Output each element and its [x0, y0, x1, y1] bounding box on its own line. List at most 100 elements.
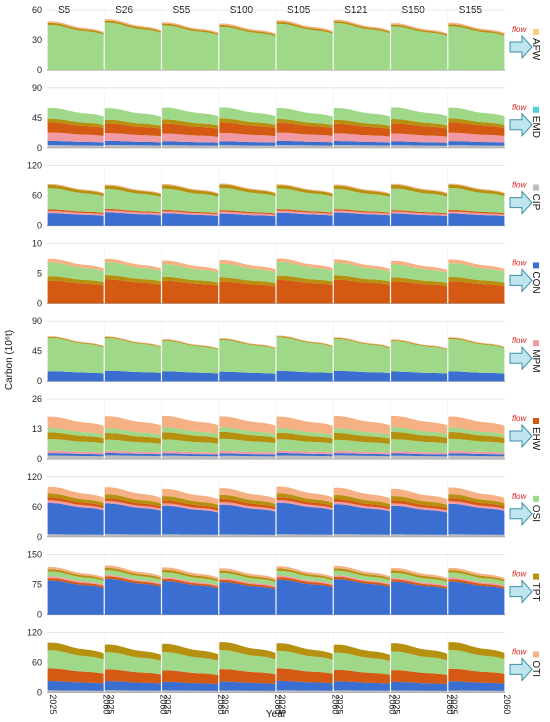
area-TPT-MPM-S150: [391, 577, 448, 588]
area-EMD-OSI-S26: [104, 108, 161, 126]
area-AFW-TPT-S55: [162, 23, 219, 36]
area-EMD-CIP-S100: [219, 145, 276, 148]
area-OSI-TPT-S55: [162, 496, 219, 509]
area-EHW-CON-S150: [391, 453, 448, 457]
area-EMD-CIP-S150: [391, 145, 448, 148]
area-MPM-OSI-S150: [391, 341, 448, 374]
area-TPT-OTI-S155: [448, 567, 505, 580]
area-MPM-TPT-S121: [333, 337, 390, 348]
area-TPT-EHW-S100: [219, 579, 276, 590]
area-TPT-MPM-S5: [47, 576, 104, 586]
area-EMD-EHW-S105: [276, 122, 333, 136]
area-EHW-MPM-S150: [391, 451, 448, 455]
flow-label: flow: [512, 336, 527, 345]
y-tick-label: 0: [37, 687, 42, 697]
area-OSI-TPT-S150: [391, 496, 448, 509]
sector-swatch-EMD: [533, 106, 539, 113]
area-CON-EHW-S105: [276, 280, 333, 304]
area-EMD-TPT-S100: [219, 118, 276, 128]
area-MPM-OSI-S155: [448, 338, 505, 374]
area-EHW-TPT-S26: [104, 433, 161, 444]
area-EMD-EHW-S155: [448, 122, 505, 136]
area-MPM-TPT-S26: [104, 337, 161, 348]
y-tick-label: 10: [32, 238, 42, 248]
area-CON-OSI-S155: [448, 263, 505, 283]
area-EHW-OSI-S26: [104, 439, 161, 453]
area-TPT-TPT-S55: [162, 569, 219, 582]
area-MPM-OTI-S105: [276, 335, 333, 346]
area-CON-EHW-S55: [162, 280, 219, 304]
area-EMD-CIP-S5: [47, 145, 104, 148]
area-CON-TPT-S100: [219, 277, 276, 287]
area-CIP-EHW-S26: [104, 208, 161, 214]
area-EHW-OTI-S105: [276, 416, 333, 435]
area-CIP-TPT-S121: [333, 185, 390, 197]
area-CIP-MPM-S26: [104, 210, 161, 216]
area-CON-OSI-S100: [219, 263, 276, 284]
area-CIP-EHW-S155: [448, 209, 505, 215]
area-CIP-OSI-S100: [219, 188, 276, 214]
area-CIP-MPM-S105: [276, 210, 333, 216]
area-EHW-OSI-S55: [162, 439, 219, 453]
area-CON-OSI-S55: [162, 264, 219, 283]
area-EHW-TPT-S150: [391, 432, 448, 444]
area-OSI-EHW-S155: [448, 498, 505, 509]
area-OTI-OSI-S155: [448, 650, 505, 674]
area-EMD-EHW-S5: [47, 122, 104, 136]
area-EHW-OSI-S5: [47, 439, 104, 453]
area-CIP-OTI-S26: [104, 184, 161, 195]
area-OTI-CIP-S26: [104, 690, 161, 693]
area-AFW-OTI-S105: [276, 20, 333, 33]
area-EHW-CIP-S100: [219, 455, 276, 459]
area-OSI-CON-S55: [162, 505, 219, 535]
area-TPT-EHW-S5: [47, 578, 104, 588]
area-CIP-TPT-S105: [276, 185, 333, 197]
area-OTI-CON-S55: [162, 681, 219, 691]
area-CON-TPT-S5: [47, 276, 104, 286]
area-EMD-MPM-S5: [47, 132, 104, 143]
area-EHW-OSI-S5: [47, 428, 104, 439]
scenario-label-S26: S26: [115, 5, 133, 16]
area-OSI-MPM-S121: [333, 501, 390, 512]
area-OTI-TPT-S150: [391, 643, 448, 661]
sector-swatch-TPT: [533, 573, 539, 580]
area-TPT-EHW-S155: [448, 579, 505, 589]
area-OTI-EHW-S121: [333, 669, 390, 684]
area-MPM-TPT-S155: [448, 337, 505, 349]
area-EHW-MPM-S121: [333, 450, 390, 455]
area-CIP-OTI-S155: [448, 183, 505, 194]
y-tick-label: 0: [37, 610, 42, 620]
area-TPT-TPT-S150: [391, 570, 448, 582]
area-EHW-TPT-S155: [448, 432, 505, 444]
area-OTI-OSI-S105: [276, 650, 333, 674]
area-EHW-OTI-S155: [448, 416, 505, 435]
area-EHW-OSI-S55: [162, 427, 219, 439]
scenario-label-S105: S105: [287, 5, 311, 16]
area-EHW-OSI-S150: [391, 427, 448, 438]
area-OSI-EHW-S105: [276, 497, 333, 508]
area-OTI-EHW-S150: [391, 670, 448, 685]
area-TPT-OSI-S55: [162, 572, 219, 586]
area-MPM-OSI-S55: [162, 340, 219, 374]
area-CIP-TPT-S26: [104, 185, 161, 197]
area-OTI-CIP-S155: [448, 690, 505, 693]
flow-arrow-icon: [509, 345, 533, 371]
area-TPT-EHW-S121: [333, 576, 390, 587]
area-OTI-CON-S155: [448, 681, 505, 691]
area-EMD-MPM-S100: [219, 132, 276, 143]
area-AFW-TPT-S5: [47, 22, 104, 35]
area-OSI-EHW-S26: [104, 498, 161, 509]
area-CIP-MPM-S150: [391, 211, 448, 217]
area-TPT-TPT-S5: [47, 569, 104, 581]
flow-label: flow: [512, 103, 527, 112]
area-MPM-OTI-S5: [47, 336, 104, 347]
area-AFW-OTI-S100: [219, 23, 276, 35]
area-TPT-TPT-S121: [333, 568, 390, 581]
area-EHW-TPT-S100: [219, 431, 276, 444]
area-TPT-OSI-S5: [47, 571, 104, 585]
area-MPM-CON-S121: [333, 370, 390, 382]
area-OSI-MPM-S155: [448, 501, 505, 511]
